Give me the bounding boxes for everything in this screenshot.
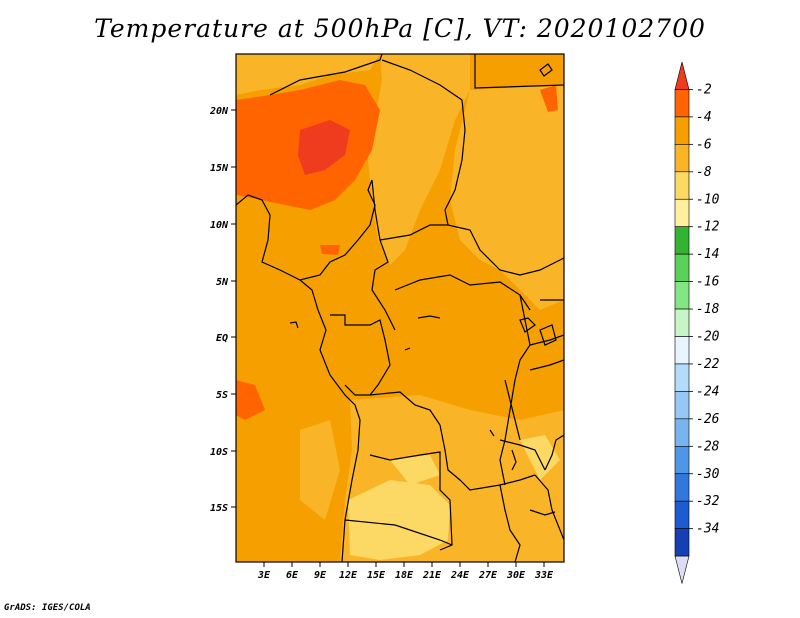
colorbar-label: -30: [696, 467, 720, 482]
lat-label: 10N: [210, 220, 229, 231]
map-frame: [235, 53, 565, 563]
colorbar-label: -18: [696, 302, 720, 317]
colorbar: -2 -4 -6 -8 -10 -12 -14 -16 -18 -20 -22 -24 -26 -28 -3…: [674, 61, 720, 584]
colorbar-label: -14: [696, 247, 719, 262]
credit-text: GrADS: IGES/COLA: [4, 603, 91, 613]
colorbar-segment: [674, 253, 690, 282]
colorbar-segment: [674, 336, 690, 365]
colorbar-segment: [674, 418, 690, 447]
colorbar-segment: [674, 226, 690, 255]
lat-label: 15N: [210, 163, 229, 174]
lat-label: 10S: [210, 447, 228, 458]
colorbar-segment: [674, 144, 690, 173]
colorbar-label: -6: [696, 137, 712, 152]
colorbar-segment: [674, 198, 690, 228]
colorbar-segment: [674, 391, 690, 420]
lon-label: 3E: [257, 570, 271, 581]
colorbar-label: -26: [696, 412, 720, 427]
lon-label: 12E: [339, 570, 358, 581]
lat-label: 5S: [216, 390, 228, 401]
temperature-field: [236, 54, 564, 562]
lon-label: 30E: [506, 570, 526, 581]
country-borders: [236, 54, 564, 562]
colorbar-label: -28: [696, 439, 720, 454]
lon-label: 33E: [534, 570, 554, 581]
lon-label: 21E: [422, 570, 442, 581]
lat-label: 5N: [216, 277, 229, 288]
lat-label: 20N: [209, 106, 229, 117]
lat-label: 15S: [210, 503, 228, 514]
colorbar-label: -20: [696, 330, 720, 345]
lon-label: 9E: [314, 570, 327, 581]
lon-label: 18E: [395, 570, 414, 581]
colorbar-label: -4: [696, 110, 712, 125]
lon-label: 15E: [367, 570, 386, 581]
colorbar-segment: [674, 281, 690, 310]
colorbar-segment: [674, 308, 690, 337]
lon-label: 6E: [286, 570, 299, 581]
colorbar-segment: [674, 445, 690, 475]
colorbar-segment: [674, 89, 690, 118]
lat-label: EQ: [216, 333, 228, 344]
colorbar-segment: [674, 116, 690, 145]
lon-label: 27E: [478, 570, 498, 581]
colorbar-segment: [674, 500, 690, 529]
longitude-axis: 3E 6E 9E 12E 15E 18E 21E 24E 27E 30E 33E: [257, 562, 554, 581]
lon-label: 24E: [450, 570, 470, 581]
colorbar-segment: [674, 363, 690, 392]
colorbar-label: -8: [696, 165, 712, 180]
colorbar-label: -10: [696, 192, 720, 207]
colorbar-segment: [674, 528, 690, 557]
colorbar-label: -34: [696, 522, 719, 537]
colorbar-label: -16: [696, 275, 720, 290]
colorbar-label: -2: [696, 82, 712, 97]
latitude-axis: 20N 15N 10N 5N EQ 5S 10S 15S: [209, 106, 236, 514]
colorbar-label: -22: [696, 357, 720, 372]
colorbar-top-arrow: [674, 61, 690, 90]
map-title: Temperature at 500hPa [C], VT: 202010270…: [94, 14, 706, 43]
colorbar-segment: [674, 473, 690, 502]
colorbar-segment: [674, 171, 690, 200]
colorbar-label: -32: [696, 494, 720, 509]
colorbar-label: -24: [696, 384, 719, 399]
colorbar-bottom-arrow: [674, 555, 690, 584]
colorbar-label: -12: [696, 220, 720, 235]
